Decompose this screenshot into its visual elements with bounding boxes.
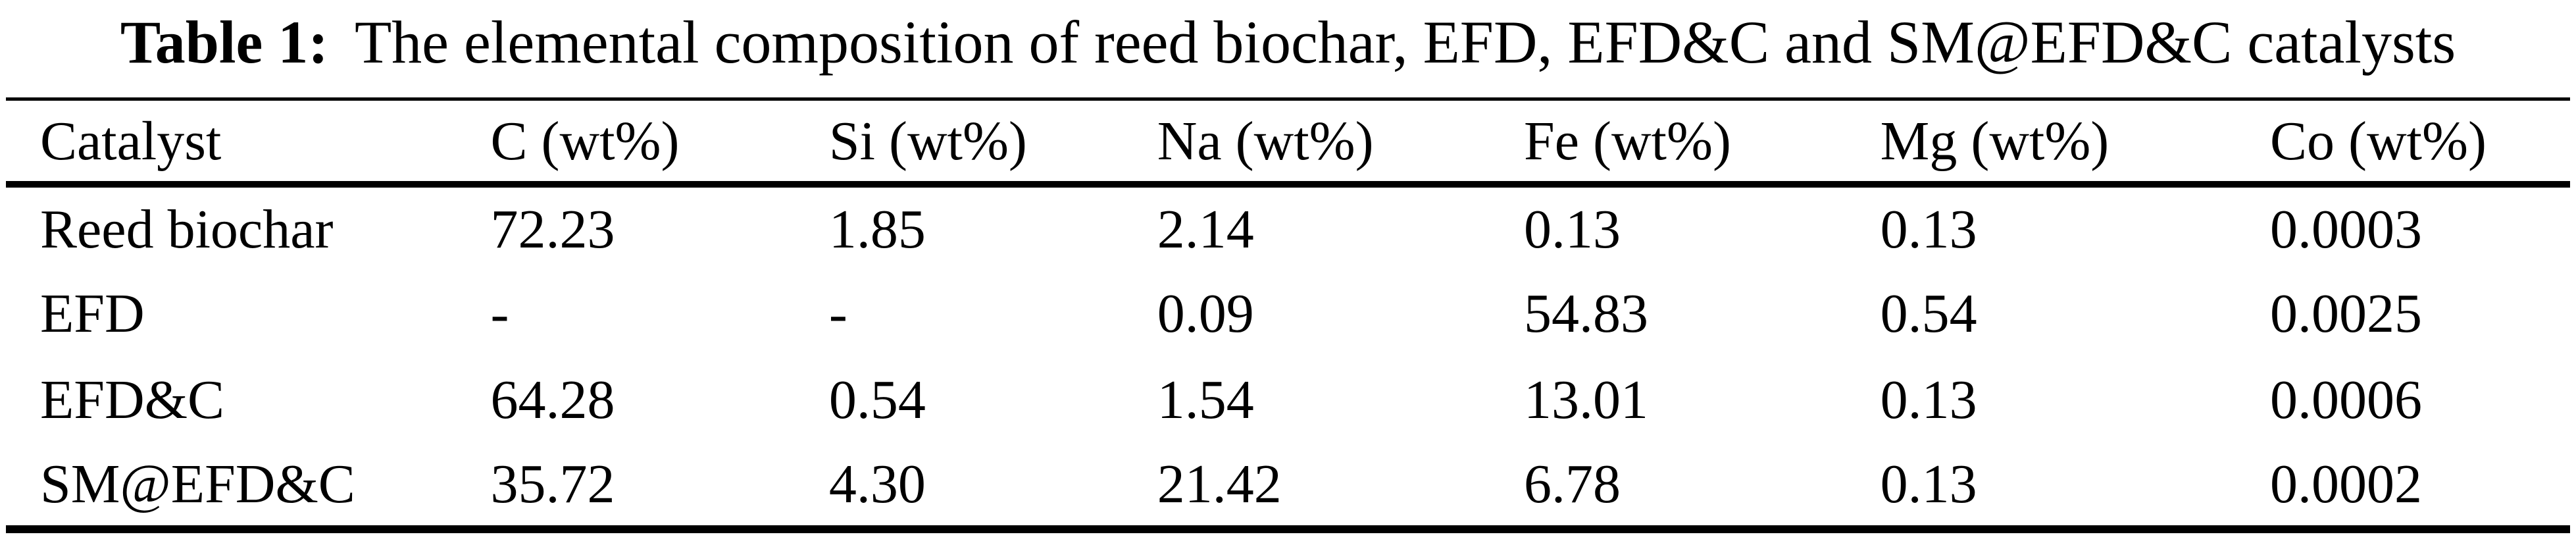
table-caption: Table 1: The elemental composition of ree… <box>0 0 2576 97</box>
cell-si-wt: - <box>828 283 847 344</box>
cell-na-wt: 0.09 <box>1157 283 1254 344</box>
cell-fe-wt: 0.13 <box>1524 198 1621 260</box>
cell-mg-wt: 0.13 <box>1880 454 1977 515</box>
cell-si-wt: 4.30 <box>828 454 926 515</box>
column-header-catalyst: Catalyst <box>6 99 491 188</box>
column-header-co-wt: Co (wt%) <box>2270 99 2570 188</box>
cell-fe-wt: 13.01 <box>1524 369 1648 430</box>
column-header-c-wt: C (wt%) <box>490 99 829 188</box>
cell-co-wt: 0.0003 <box>2270 198 2423 260</box>
table-row-sm-efd-c: SM@EFD&C 35.72 4.30 21.42 6.78 0.13 0.00… <box>6 443 2570 529</box>
cell-co-wt: 0.0006 <box>2270 369 2423 430</box>
cell-c-wt: 64.28 <box>490 369 615 430</box>
cell-si-wt: 1.85 <box>828 198 926 260</box>
cell-c-wt: 35.72 <box>490 454 615 515</box>
cell-si-wt: 0.54 <box>828 369 926 430</box>
table-row-efd: EFD - - 0.09 54.83 0.54 0.0025 <box>6 271 2570 357</box>
cell-c-wt: - <box>490 283 509 344</box>
cell-co-wt: 0.0025 <box>2270 283 2423 344</box>
cell-fe-wt: 6.78 <box>1524 454 1621 515</box>
table-row-efd-c: EFD&C 64.28 0.54 1.54 13.01 0.13 0.0006 <box>6 357 2570 443</box>
cell-na-wt: 1.54 <box>1157 369 1254 430</box>
column-header-mg-wt: Mg (wt%) <box>1880 99 2271 188</box>
table-row-reed-biochar: Reed biochar 72.23 1.85 2.14 0.13 0.13 0… <box>6 184 2570 271</box>
cell-c-wt: 72.23 <box>490 198 615 260</box>
column-header-na-wt: Na (wt%) <box>1157 99 1524 188</box>
cell-mg-wt: 0.13 <box>1880 369 1977 430</box>
cell-catalyst: EFD <box>40 283 145 344</box>
table-header-row: Catalyst C (wt%) Si (wt%) Na (wt%) Fe (w… <box>6 99 2570 188</box>
cell-na-wt: 2.14 <box>1157 198 1254 260</box>
cell-catalyst: EFD&C <box>40 369 225 430</box>
elemental-composition-table: Catalyst C (wt%) Si (wt%) Na (wt%) Fe (w… <box>6 97 2570 533</box>
cell-na-wt: 21.42 <box>1157 454 1282 515</box>
cell-catalyst: Reed biochar <box>40 198 334 260</box>
cell-fe-wt: 54.83 <box>1524 283 1648 344</box>
table-caption-text: The elemental composition of reed biocha… <box>354 9 2456 76</box>
column-header-si-wt: Si (wt%) <box>828 99 1157 188</box>
cell-mg-wt: 0.13 <box>1880 198 1977 260</box>
cell-catalyst: SM@EFD&C <box>40 454 355 515</box>
cell-mg-wt: 0.54 <box>1880 283 1977 344</box>
column-header-fe-wt: Fe (wt%) <box>1524 99 1881 188</box>
cell-co-wt: 0.0002 <box>2270 454 2423 515</box>
table-caption-label: Table 1: <box>120 9 328 76</box>
